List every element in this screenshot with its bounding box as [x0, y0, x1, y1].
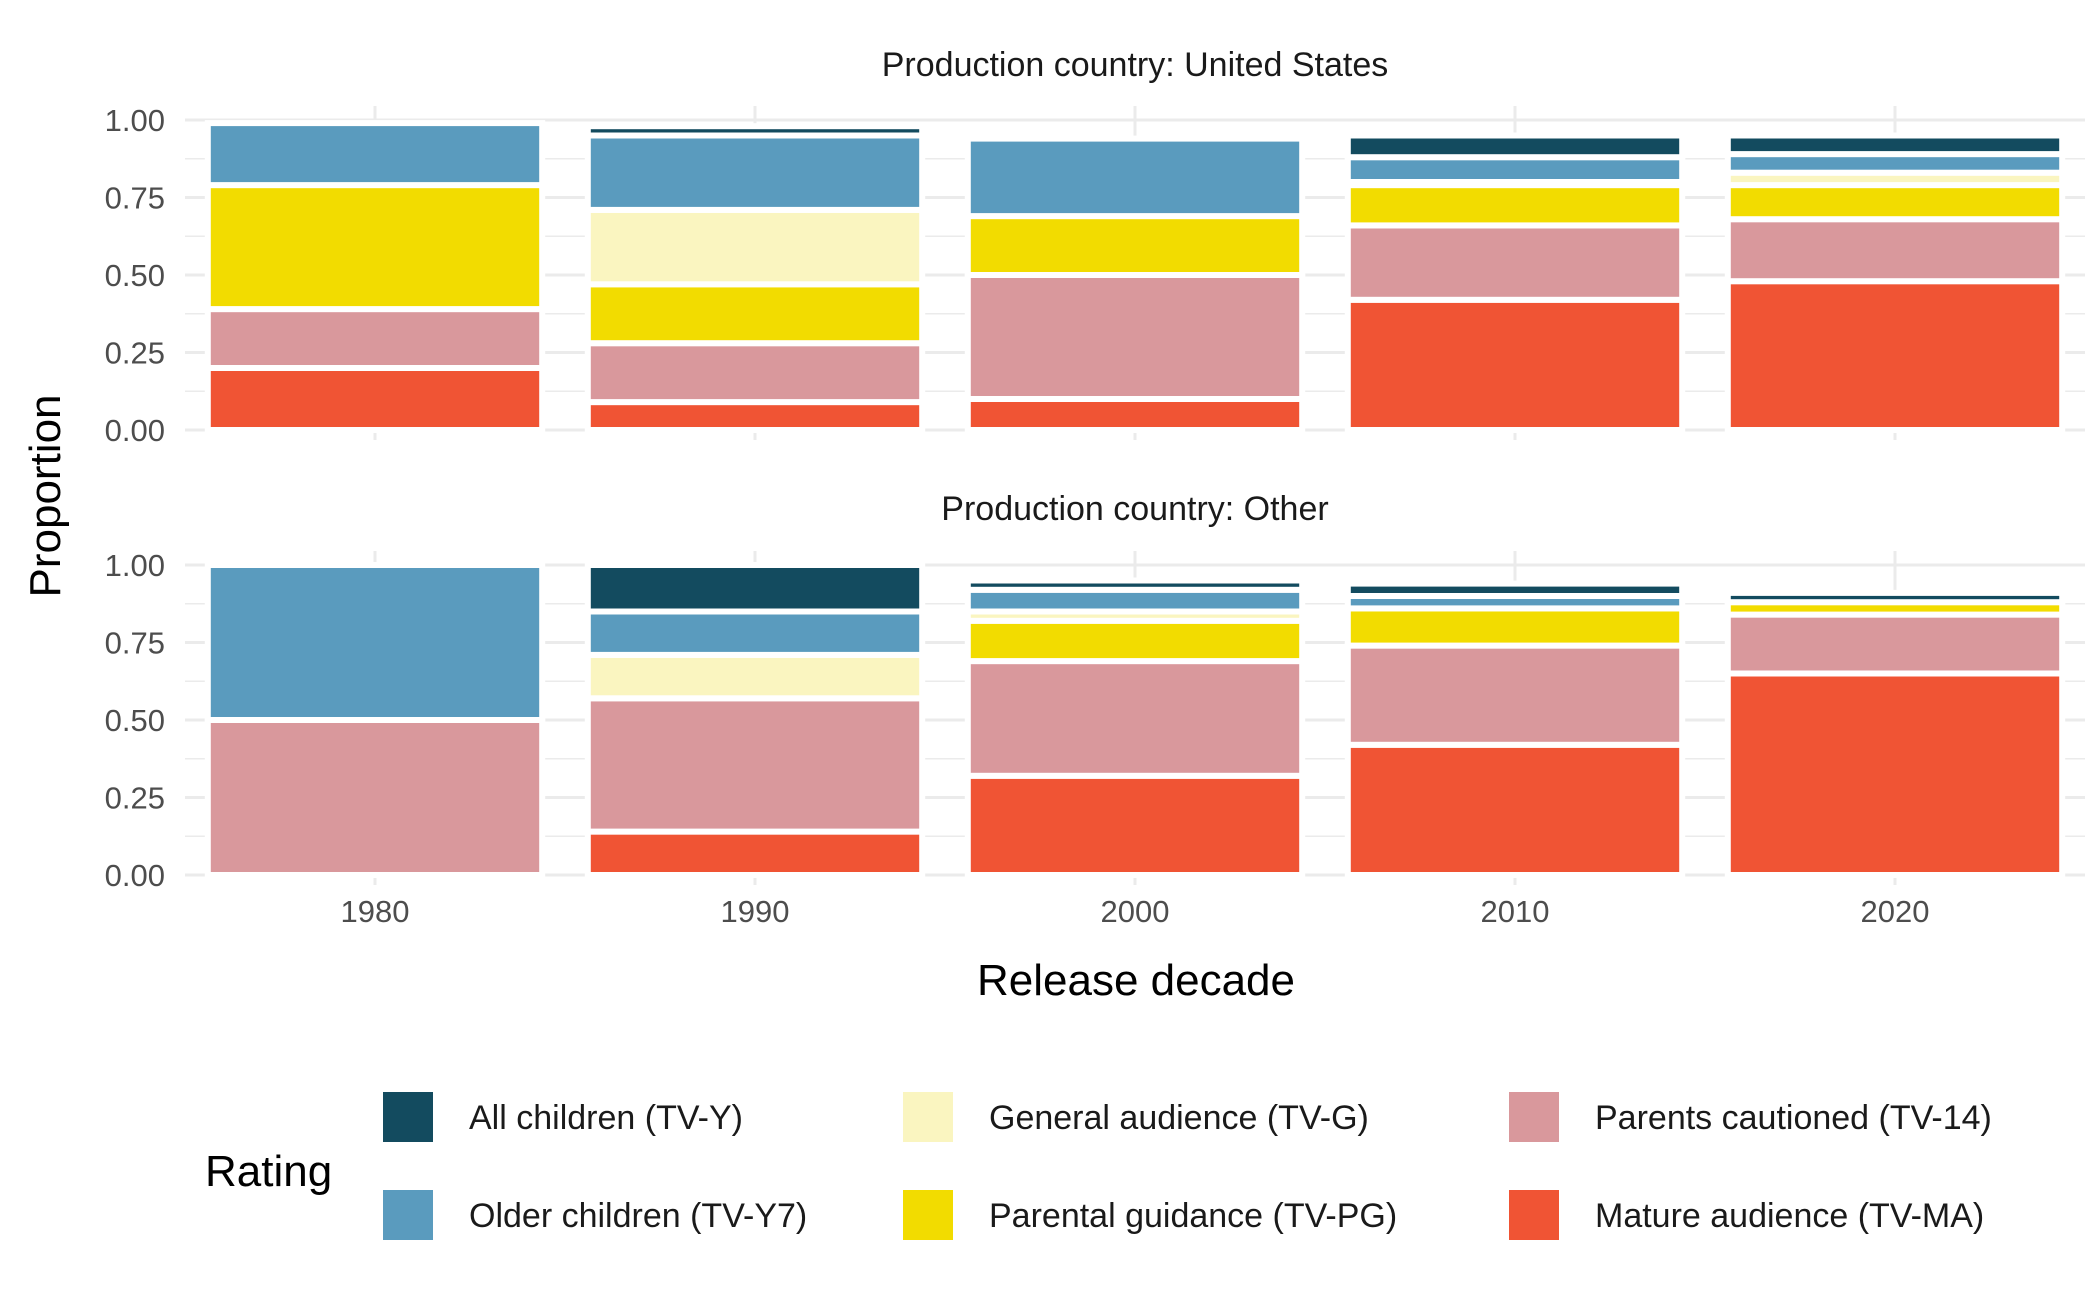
y-tick-label: 0.75 — [105, 181, 165, 216]
legend-swatch — [1509, 1092, 1559, 1142]
bar-segment-tv-y-2000 — [964, 577, 1306, 593]
legend-swatch — [383, 1092, 433, 1142]
legend-item-tv-y7: Older children (TV-Y7) — [383, 1190, 807, 1240]
bar-segment-tv-ma-2000 — [964, 396, 1306, 433]
bar-segment-tv-y7-1980 — [204, 562, 546, 723]
bar-segment-tv-ma-1980 — [204, 365, 546, 433]
bar-segment-tv-ma-2000 — [964, 772, 1306, 878]
bar-segment-tv-14-2000 — [964, 658, 1306, 779]
x-axis-title: Release decade — [977, 956, 1295, 1005]
bar-segment-tv-14-2020 — [1724, 216, 2066, 285]
y-tick-label: 1.00 — [105, 103, 165, 138]
bar-segment-tv-pg-2010 — [1344, 182, 1686, 229]
y-tick-label: 1.00 — [105, 548, 165, 583]
y-tick-label: 0.50 — [105, 703, 165, 738]
bar-segment-tv-14-2020 — [1724, 611, 2066, 677]
legend-item-tv-ma: Mature audience (TV-MA) — [1509, 1190, 1984, 1240]
bar-segment-tv-y-2010 — [1344, 580, 1686, 599]
x-tick-label: 1980 — [341, 894, 410, 929]
bar-segment-tv-14-1990 — [584, 695, 926, 835]
bar-segment-tv-y7-1990 — [584, 608, 926, 658]
bar-segment-tv-y7-1990 — [584, 132, 926, 213]
legend-item-tv-g: General audience (TV-G) — [903, 1092, 1369, 1142]
bar-segment-tv-y-1990 — [584, 562, 926, 615]
legend-label: Mature audience (TV-MA) — [1595, 1197, 1984, 1235]
bar-segment-tv-pg-1990 — [584, 281, 926, 347]
bar-segment-tv-y-2010 — [1344, 132, 1686, 161]
bar-segment-tv-14-2010 — [1344, 642, 1686, 748]
legend-label: All children (TV-Y) — [469, 1099, 743, 1137]
bar-segment-tv-ma-2020 — [1724, 278, 2066, 434]
bar-segment-tv-ma-1990 — [584, 399, 926, 434]
bar-segment-tv-y7-2010 — [1344, 154, 1686, 185]
bar-segment-tv-ma-2010 — [1344, 741, 1686, 878]
legend-item-tv-y: All children (TV-Y) — [383, 1092, 743, 1142]
legend-title: Rating — [205, 1147, 332, 1196]
bar-segment-tv-14-1980 — [204, 717, 546, 878]
legend-label: Parents cautioned (TV-14) — [1595, 1099, 1992, 1137]
bar-segment-tv-14-1980 — [204, 306, 546, 372]
bar-segment-tv-y7-2000 — [964, 135, 1306, 220]
bar-segment-tv-g-1990 — [584, 651, 926, 702]
y-tick-label: 0.50 — [105, 258, 165, 293]
bar-segment-tv-ma-2020 — [1724, 670, 2066, 878]
legend-label: General audience (TV-G) — [989, 1099, 1369, 1137]
bar-segment-tv-pg-2000 — [964, 617, 1306, 665]
x-tick-label: 2000 — [1101, 894, 1170, 929]
legend-swatch — [1509, 1190, 1559, 1240]
bar-segment-tv-ma-1990 — [584, 828, 926, 878]
panel-2: Production country: Other 0.00 0.25 0.50 0.7… — [105, 490, 2085, 929]
y-tick-label: 0.00 — [105, 413, 165, 448]
bar-segment-tv-y-1990 — [584, 123, 926, 139]
bar-segment-tv-g-1990 — [584, 206, 926, 288]
x-tick-label: 2020 — [1861, 894, 1930, 929]
bar-segment-tv-pg-1980 — [204, 182, 546, 313]
panel-title: Production country: Other — [941, 490, 1328, 528]
legend: Rating All children (TV-Y) Older children… — [205, 1092, 1992, 1240]
legend-swatch — [383, 1190, 433, 1240]
bar-segment-tv-14-2000 — [964, 272, 1306, 402]
y-tick-label: 0.25 — [105, 781, 165, 816]
legend-item-tv-14: Parents cautioned (TV-14) — [1509, 1092, 1992, 1142]
bar-segment-tv-14-1990 — [584, 340, 926, 406]
panels: Production country: United States 0.00 0.2… — [105, 46, 2085, 929]
x-tick-label: 2010 — [1481, 894, 1550, 929]
panel-title: Production country: United States — [882, 46, 1389, 84]
y-tick-label: 0.75 — [105, 626, 165, 661]
legend-label: Older children (TV-Y7) — [469, 1197, 807, 1235]
legend-item-tv-pg: Parental guidance (TV-PG) — [903, 1190, 1397, 1240]
y-tick-label: 0.00 — [105, 858, 165, 893]
bar-segment-tv-pg-2000 — [964, 213, 1306, 279]
bar-segment-tv-y7-2000 — [964, 586, 1306, 615]
bar-segment-tv-ma-2010 — [1344, 296, 1686, 433]
legend-swatch — [903, 1092, 953, 1142]
panel-1: Production country: United States 0.00 0.2… — [105, 46, 2085, 448]
legend-label: Parental guidance (TV-PG) — [989, 1197, 1397, 1235]
bar-segment-tv-y-2020 — [1724, 132, 2066, 158]
bar-segment-tv-y7-1980 — [204, 120, 546, 189]
bar-segment-tv-pg-2020 — [1724, 182, 2066, 223]
x-tick-label: 1990 — [721, 894, 790, 929]
y-axis-title: Proportion — [21, 394, 70, 597]
bar-segment-tv-y-2020 — [1724, 589, 2066, 606]
bar-segment-tv-14-2010 — [1344, 222, 1686, 303]
bar-segment-tv-pg-2010 — [1344, 605, 1686, 649]
legend-swatch — [903, 1190, 953, 1240]
y-tick-label: 0.25 — [105, 336, 165, 371]
